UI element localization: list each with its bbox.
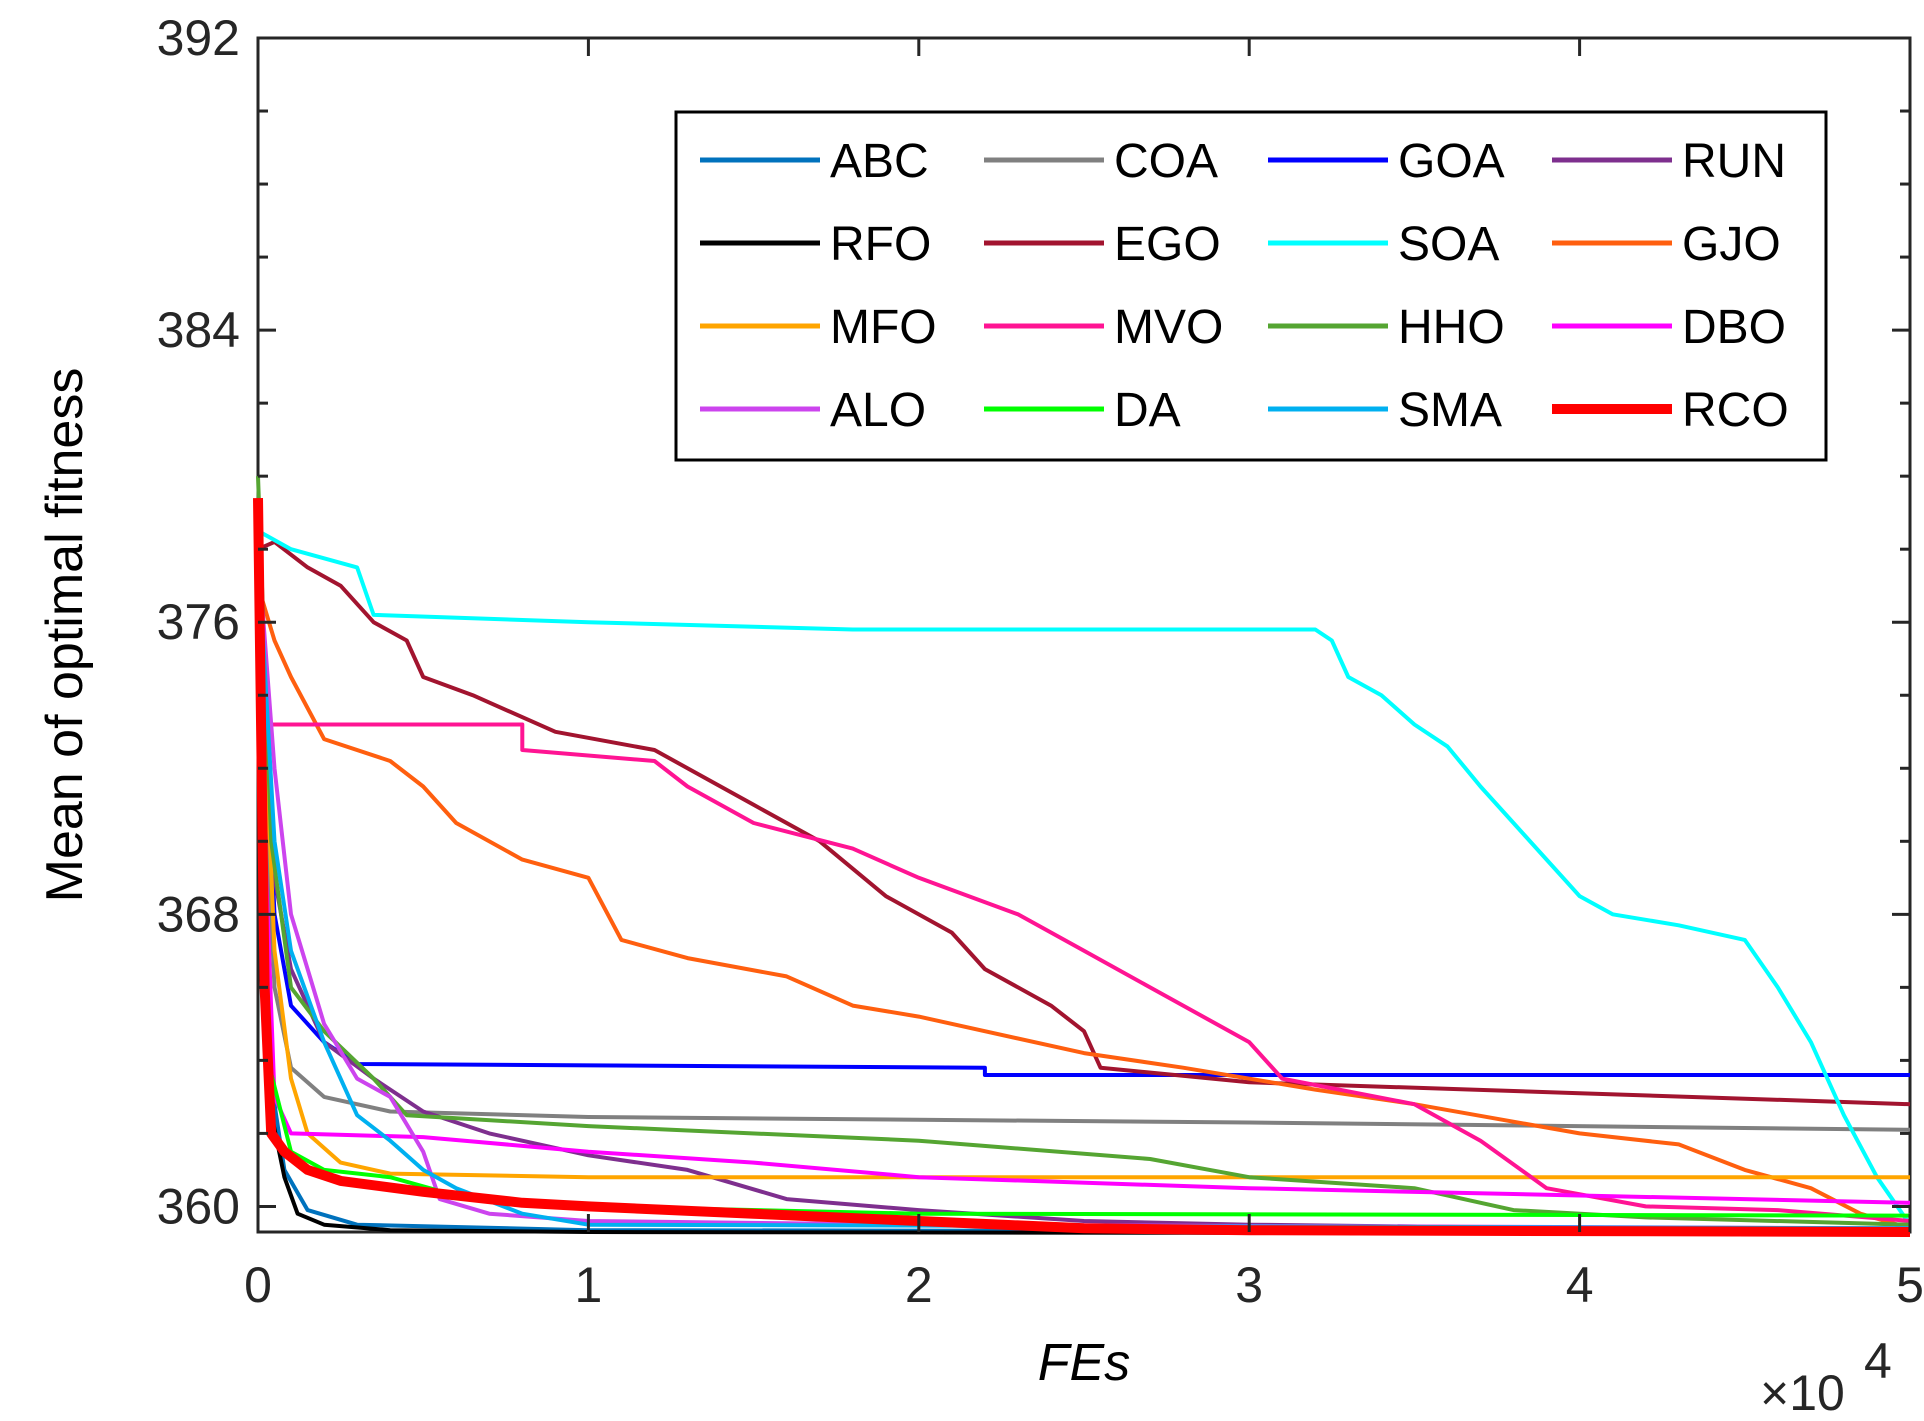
series-line-sma bbox=[256, 549, 1911, 1231]
series-line-dbo bbox=[256, 658, 1911, 1205]
x-tick-label: 0 bbox=[244, 1257, 272, 1313]
legend-label-rco: RCO bbox=[1682, 384, 1789, 437]
legend-label-da: DA bbox=[1114, 384, 1181, 437]
legend-label-mvo: MVO bbox=[1114, 301, 1223, 354]
series-line-hho bbox=[256, 476, 1911, 1227]
legend-label-soa: SOA bbox=[1398, 218, 1499, 271]
series-line-gjo bbox=[256, 585, 1911, 1231]
tick-layer: 0 1 2 3 4 5 360 368 376 384 392 bbox=[157, 10, 1924, 1313]
legend-label-dbo: DBO bbox=[1682, 301, 1786, 354]
series-line-coa bbox=[256, 622, 1911, 1132]
x-multiplier: ×10 4 bbox=[1760, 1333, 1892, 1421]
legend-label-abc: ABC bbox=[830, 135, 929, 188]
y-tick-label: 360 bbox=[157, 1178, 240, 1234]
legend-label-sma: SMA bbox=[1398, 384, 1502, 437]
legend-label-rfo: RFO bbox=[830, 218, 931, 271]
legend-box bbox=[674, 110, 1828, 462]
x-tick-label: 5 bbox=[1896, 1257, 1924, 1313]
legend-label-goa: GOA bbox=[1398, 135, 1505, 188]
series-line-run bbox=[256, 549, 1911, 1234]
y-tick-label: 392 bbox=[157, 10, 240, 66]
x-axis-title: FEs bbox=[1038, 1334, 1130, 1392]
y-tick-label: 376 bbox=[157, 594, 240, 650]
legend: ABC COA GOA RUN RFO EGO SOA GJO MFO MVO HHO DBO ALO D… bbox=[674, 110, 1828, 462]
x-tick-label: 2 bbox=[905, 1257, 933, 1313]
x-tick-label: 4 bbox=[1566, 1257, 1594, 1313]
legend-label-alo: ALO bbox=[830, 384, 926, 437]
legend-label-mfo: MFO bbox=[830, 301, 937, 354]
x-multiplier-exponent: 4 bbox=[1864, 1333, 1892, 1389]
x-multiplier-base: ×10 bbox=[1760, 1365, 1845, 1421]
legend-label-gjo: GJO bbox=[1682, 218, 1781, 271]
x-tick-label: 1 bbox=[574, 1257, 602, 1313]
legend-label-run: RUN bbox=[1682, 135, 1786, 188]
series-line-rco bbox=[253, 498, 1911, 1237]
legend-label-hho: HHO bbox=[1398, 301, 1505, 354]
y-tick-label: 368 bbox=[157, 886, 240, 942]
legend-label-coa: COA bbox=[1114, 135, 1218, 188]
legend-label-ego: EGO bbox=[1114, 218, 1221, 271]
series-line-ego bbox=[257, 539, 1911, 1107]
series-line-soa bbox=[257, 529, 1912, 1226]
x-tick-label: 3 bbox=[1235, 1257, 1263, 1313]
series-line-mfo bbox=[256, 549, 1910, 1180]
series-line-mvo bbox=[258, 722, 1911, 1223]
y-axis-title: Mean of optimal fitness bbox=[36, 368, 94, 903]
y-tick-label: 384 bbox=[157, 302, 240, 358]
